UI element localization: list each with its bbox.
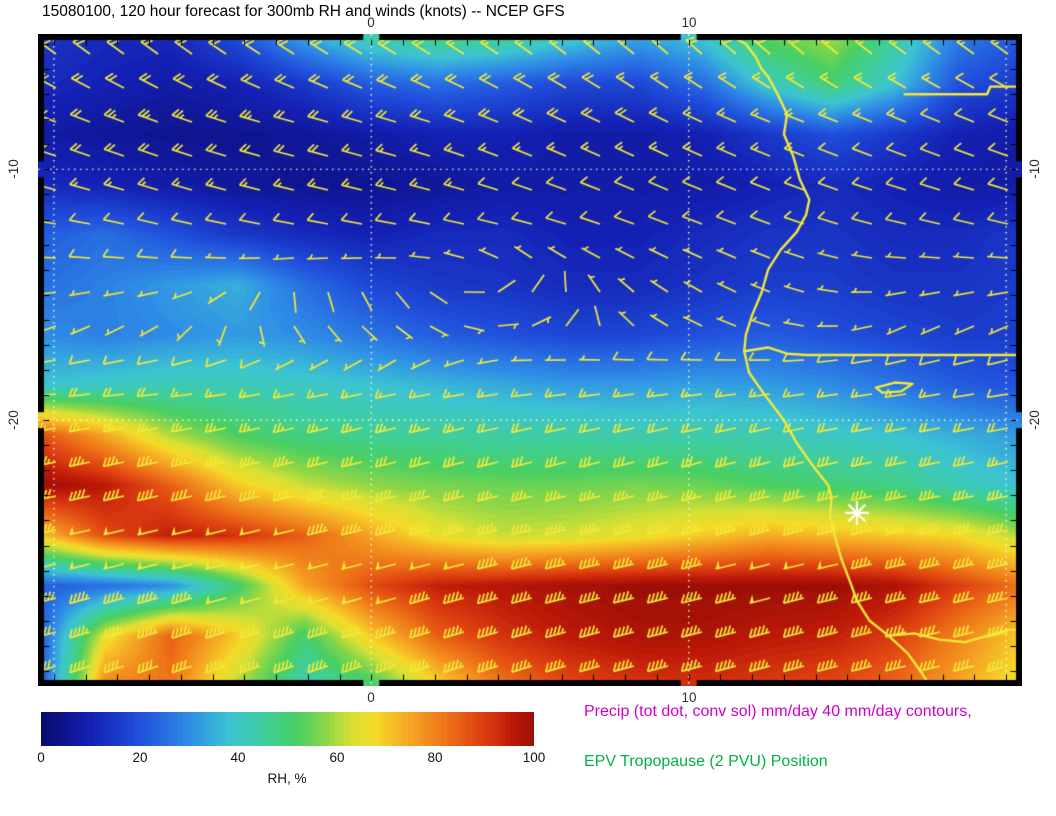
- lon-tick-label-bottom-0: 0: [367, 690, 375, 705]
- lon-tick-label-top-10: 10: [681, 15, 697, 30]
- colorbar-tick-label: 0: [37, 750, 45, 765]
- map-canvas: [38, 34, 1022, 686]
- precip-annotation: Precip (tot dot, conv sol) mm/day 40 mm/…: [584, 703, 972, 720]
- colorbar-tick-label: 60: [329, 750, 345, 765]
- colorbar-tick-label: 20: [132, 750, 148, 765]
- lat-tick-label-left-20: -20: [6, 410, 21, 430]
- lat-tick-label-right-10: -10: [1027, 159, 1042, 179]
- lon-tick-label-top-0: 0: [367, 15, 375, 30]
- epv-annotation: EPV Tropopause (2 PVU) Position: [584, 753, 828, 770]
- lat-tick-label-left-10: -10: [6, 159, 21, 179]
- lat-tick-label-right-20: -20: [1027, 410, 1042, 430]
- lon-tick-label-bottom-10: 10: [681, 690, 697, 705]
- figure-title: 15080100, 120 hour forecast for 300mb RH…: [42, 3, 565, 20]
- colorbar-canvas: [41, 712, 534, 746]
- colorbar-tick-label: 80: [427, 750, 443, 765]
- colorbar-tick-label: 40: [230, 750, 246, 765]
- colorbar-units-label: RH, %: [267, 771, 307, 786]
- colorbar-tick-label: 100: [522, 750, 546, 765]
